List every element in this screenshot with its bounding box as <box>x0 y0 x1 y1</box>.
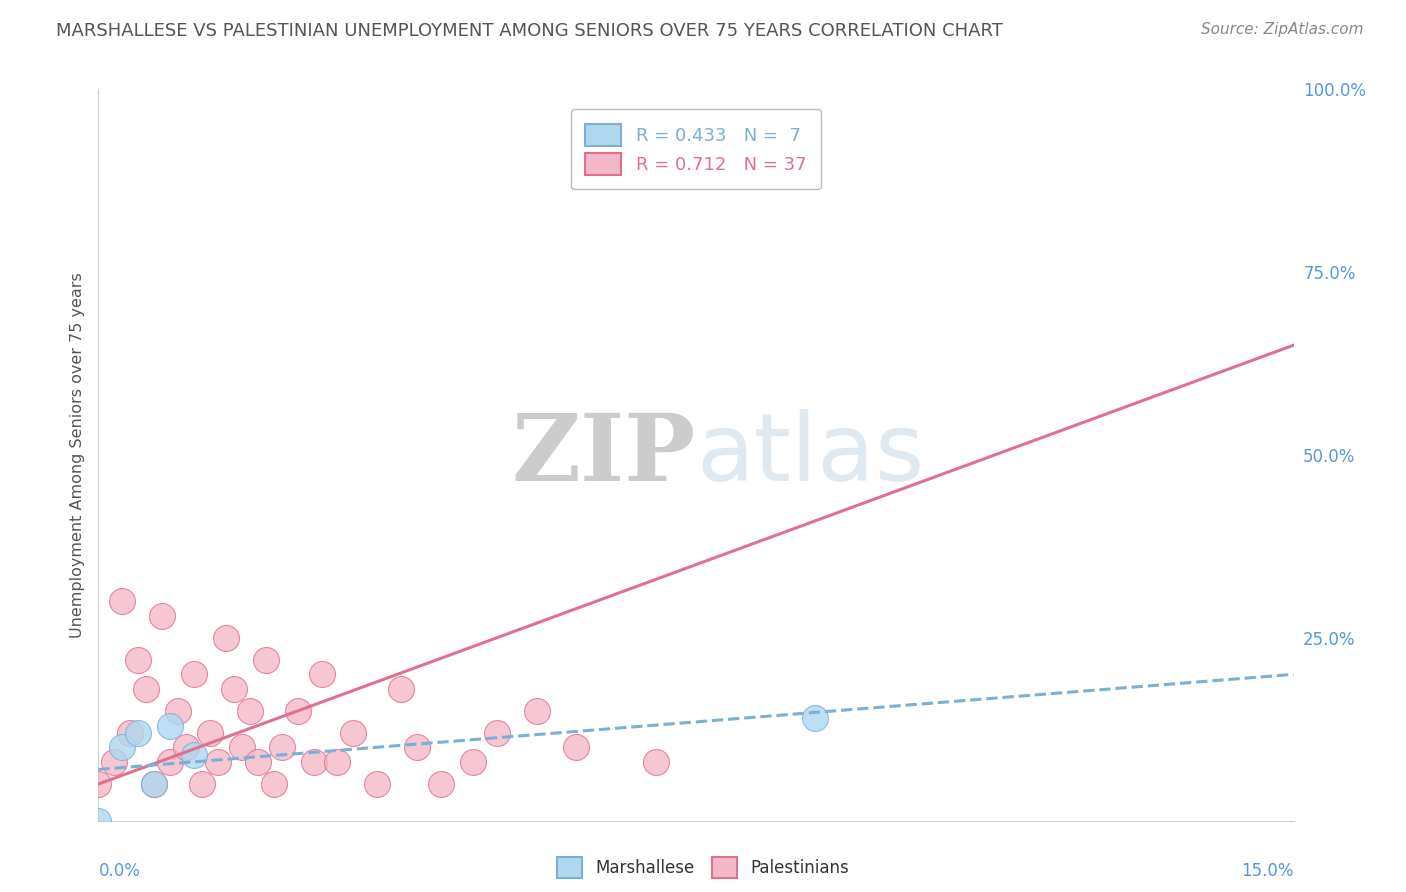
Point <box>191 777 214 791</box>
Text: Source: ZipAtlas.com: Source: ZipAtlas.com <box>1201 22 1364 37</box>
Point <box>526 704 548 718</box>
Legend: Marshallese, Palestinians: Marshallese, Palestinians <box>551 851 855 884</box>
Point <box>127 726 149 740</box>
Point <box>135 681 157 696</box>
Point <box>207 755 229 769</box>
Point <box>174 740 197 755</box>
Legend: R = 0.433   N =  7, R = 0.712   N = 37: R = 0.433 N = 7, R = 0.712 N = 37 <box>571 109 821 189</box>
Point <box>302 755 325 769</box>
Point <box>198 726 221 740</box>
Text: MARSHALLESE VS PALESTINIAN UNEMPLOYMENT AMONG SENIORS OVER 75 YEARS CORRELATION : MARSHALLESE VS PALESTINIAN UNEMPLOYMENT … <box>56 22 1002 40</box>
Point <box>246 755 269 769</box>
Text: ZIP: ZIP <box>512 410 696 500</box>
Point <box>159 718 181 732</box>
Point <box>120 726 142 740</box>
Y-axis label: Unemployment Among Seniors over 75 years: Unemployment Among Seniors over 75 years <box>69 272 84 638</box>
Point <box>183 667 205 681</box>
Point <box>366 777 388 791</box>
Point <box>270 740 292 755</box>
Point <box>183 747 205 762</box>
Point <box>111 740 134 755</box>
Point <box>326 755 349 769</box>
Point <box>143 777 166 791</box>
Point <box>143 777 166 791</box>
Point <box>103 755 125 769</box>
Point <box>239 704 262 718</box>
Point <box>159 755 181 769</box>
Point <box>430 777 453 791</box>
Point <box>254 653 277 667</box>
Point <box>287 704 309 718</box>
Point <box>167 704 190 718</box>
Point <box>87 777 110 791</box>
Point <box>222 681 245 696</box>
Text: 0.0%: 0.0% <box>98 863 141 880</box>
Point <box>127 653 149 667</box>
Point <box>565 740 588 755</box>
Point <box>111 594 134 608</box>
Point <box>485 726 508 740</box>
Text: atlas: atlas <box>696 409 924 501</box>
Point <box>645 755 668 769</box>
Point <box>263 777 285 791</box>
Point <box>342 726 364 740</box>
Point <box>461 755 484 769</box>
Text: 15.0%: 15.0% <box>1241 863 1294 880</box>
Point <box>389 681 412 696</box>
Point <box>311 667 333 681</box>
Point <box>87 814 110 828</box>
Point <box>150 608 173 623</box>
Point <box>231 740 253 755</box>
Point <box>406 740 429 755</box>
Point <box>215 631 238 645</box>
Point <box>804 711 827 725</box>
